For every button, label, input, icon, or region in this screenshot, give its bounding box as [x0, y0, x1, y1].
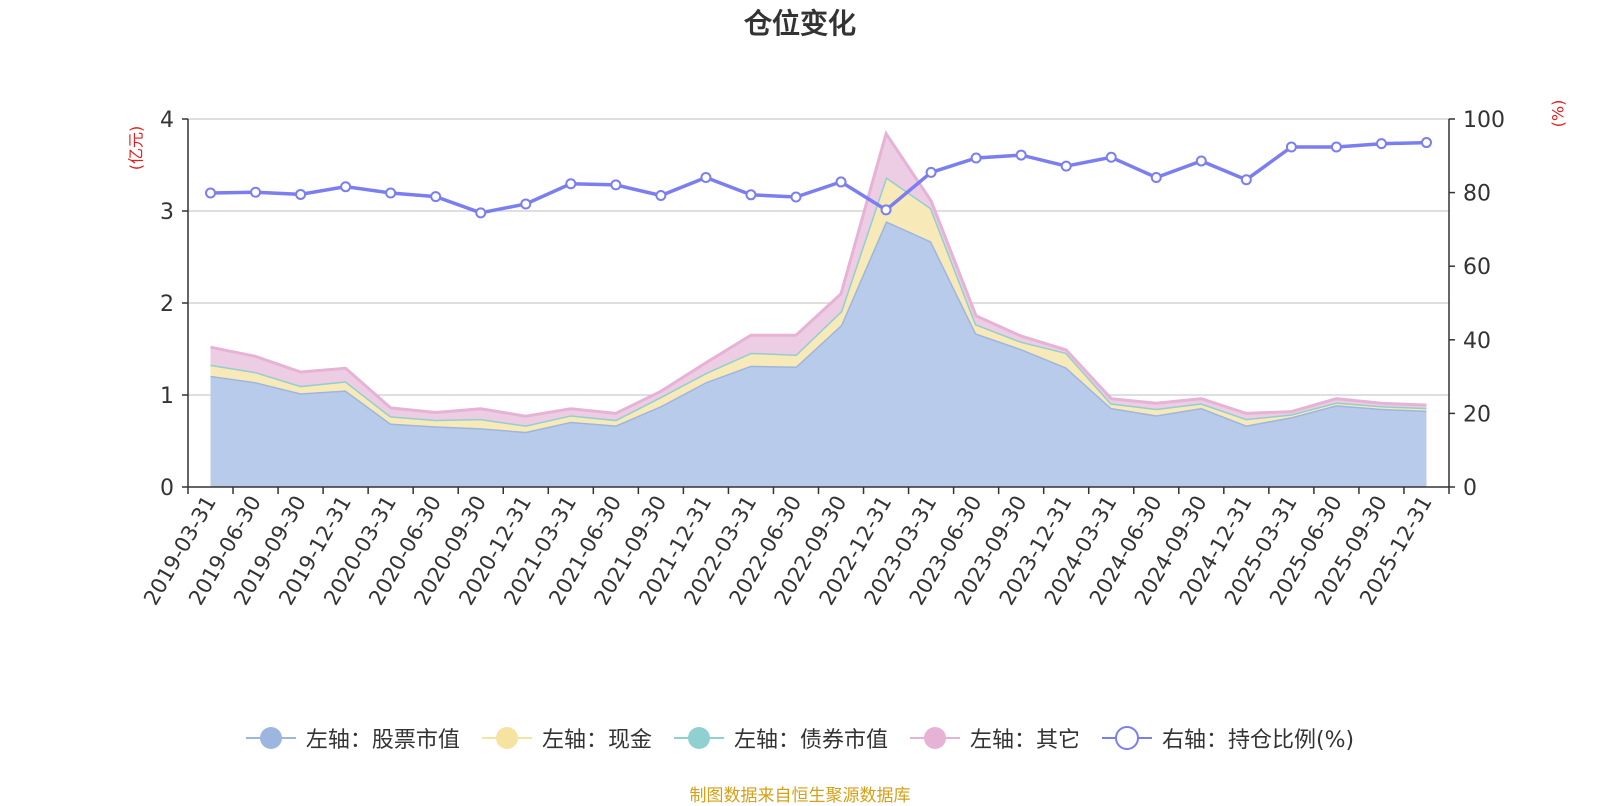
- legend-marker-icon: [1101, 726, 1152, 750]
- holding-ratio-point: [655, 190, 667, 202]
- legend: 左轴：股票市值 左轴：现金 左轴：债券市值 左轴：其它 右轴：持仓比例(%): [0, 722, 1600, 754]
- holding-ratio-point: [1330, 141, 1342, 153]
- holding-ratio-point: [970, 152, 982, 164]
- left-axis-tick-label: 4: [160, 108, 174, 133]
- holding-ratio-point: [205, 187, 217, 199]
- holding-ratio-point: [700, 172, 712, 184]
- legend-label: 左轴：现金: [541, 728, 652, 753]
- right-axis-tick-label: 80: [1463, 182, 1491, 207]
- legend-label: 左轴：债券市值: [733, 728, 888, 753]
- legend-item[interactable]: 右轴：持仓比例(%): [1101, 722, 1355, 754]
- legend-item[interactable]: 左轴：股票市值: [245, 722, 460, 754]
- legend-label: 左轴：其它: [969, 728, 1080, 753]
- holding-ratio-point: [295, 188, 307, 200]
- holding-ratio-point: [430, 191, 442, 203]
- holding-ratio-point: [745, 189, 757, 201]
- left-axis-tick-label: 1: [160, 384, 174, 409]
- holding-ratio-point: [1285, 141, 1297, 153]
- left-axis-tick-label: 3: [160, 200, 174, 225]
- right-axis-tick-label: 100: [1463, 108, 1505, 133]
- data-source-note: 制图数据来自恒生聚源数据库: [689, 786, 911, 806]
- holding-ratio-point: [835, 176, 847, 188]
- legend-label: 左轴：股票市值: [305, 728, 460, 753]
- holding-ratio-point: [925, 166, 937, 178]
- left-axis-tick-label: 0: [160, 476, 174, 501]
- holding-ratio-point: [385, 187, 397, 199]
- holding-ratio-point: [1015, 149, 1027, 161]
- area-9db6e0: [210, 221, 1427, 487]
- holding-ratio-point: [610, 179, 622, 191]
- position-chart: 012340204060801002019-03-312019-06-30201…: [139, 108, 1505, 609]
- holding-ratio-point: [1105, 151, 1117, 163]
- legend-marker-icon: [245, 727, 296, 749]
- holding-ratio-point: [565, 178, 577, 190]
- holding-ratio-point: [1420, 137, 1432, 149]
- holding-ratio-point: [880, 204, 892, 216]
- chart-title: 仓位变化: [743, 7, 856, 40]
- holding-ratio-point: [1195, 155, 1207, 167]
- area-edge-line: [210, 130, 1427, 418]
- holding-ratio-point: [340, 181, 352, 193]
- legend-marker-icon: [481, 727, 532, 749]
- legend-item[interactable]: 左轴：债券市值: [673, 722, 888, 754]
- holding-ratio-line: [210, 140, 1427, 215]
- holding-ratio-point: [1240, 174, 1252, 186]
- right-axis-tick-label: 20: [1463, 402, 1491, 427]
- right-axis-tick-label: 0: [1463, 476, 1477, 501]
- holding-ratio-point: [1375, 138, 1387, 150]
- holding-ratio-point: [1150, 172, 1162, 184]
- right-axis-tick-label: 60: [1463, 255, 1491, 280]
- legend-label: 右轴：持仓比例(%): [1161, 728, 1355, 753]
- holding-ratio-point: [520, 198, 532, 210]
- holding-ratio-point: [790, 191, 802, 203]
- holding-ratio-point: [475, 207, 487, 219]
- legend-item[interactable]: 左轴：其它: [909, 722, 1080, 754]
- left-axis-tick-label: 2: [160, 292, 174, 317]
- legend-marker-icon: [909, 727, 960, 749]
- legend-item[interactable]: 左轴：现金: [481, 722, 652, 754]
- legend-marker-icon: [673, 727, 724, 749]
- holding-ratio-point: [1060, 160, 1072, 172]
- holding-ratio-point: [250, 186, 262, 198]
- right-axis-tick-label: 40: [1463, 329, 1491, 354]
